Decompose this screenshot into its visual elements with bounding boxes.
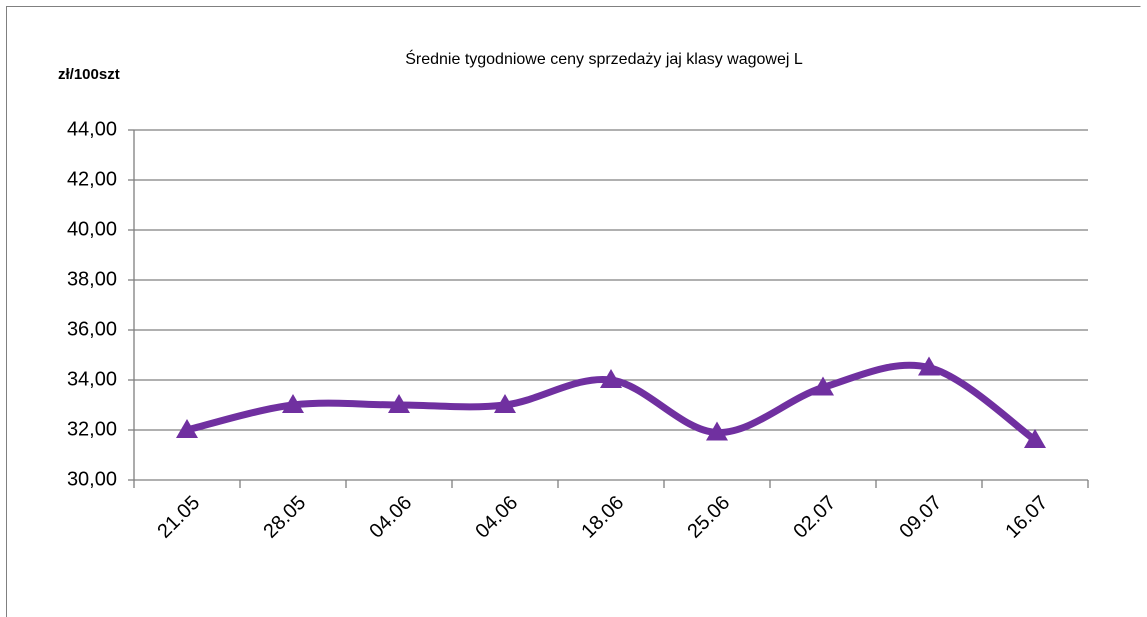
- y-tick-label: 34,00: [67, 368, 117, 390]
- y-tick-label: 32,00: [67, 418, 117, 440]
- y-tick-label: 36,00: [67, 318, 117, 340]
- marker: [494, 394, 516, 413]
- marker: [388, 394, 410, 413]
- y-tick-label: 38,00: [67, 268, 117, 290]
- chart-title: Średnie tygodniowe ceny sprzedaży jaj kl…: [405, 49, 803, 68]
- x-tick-label: 04.06: [471, 492, 522, 543]
- marker: [1024, 429, 1046, 448]
- x-tick-label: 09.07: [895, 492, 946, 543]
- x-tick-label: 04.06: [365, 492, 416, 543]
- marker: [176, 419, 198, 438]
- x-tick-label: 25.06: [683, 492, 734, 543]
- y-axis-label: zł/100szt: [58, 66, 120, 83]
- y-tick-label: 40,00: [67, 218, 117, 240]
- y-tick-label: 44,00: [67, 118, 117, 140]
- marker: [706, 421, 728, 441]
- y-tick-label: 42,00: [67, 168, 117, 190]
- marker: [918, 356, 940, 376]
- chart-border: [6, 6, 1141, 617]
- marker: [600, 369, 622, 388]
- y-tick-label: 30,00: [67, 468, 117, 490]
- marker: [282, 394, 304, 413]
- x-tick-label: 21.05: [153, 492, 204, 543]
- x-tick-label: 16.07: [1001, 492, 1052, 543]
- x-tick-label: 02.07: [789, 492, 840, 543]
- marker: [812, 376, 834, 396]
- x-tick-label: 28.05: [259, 492, 310, 543]
- x-tick-label: 18.06: [577, 492, 628, 543]
